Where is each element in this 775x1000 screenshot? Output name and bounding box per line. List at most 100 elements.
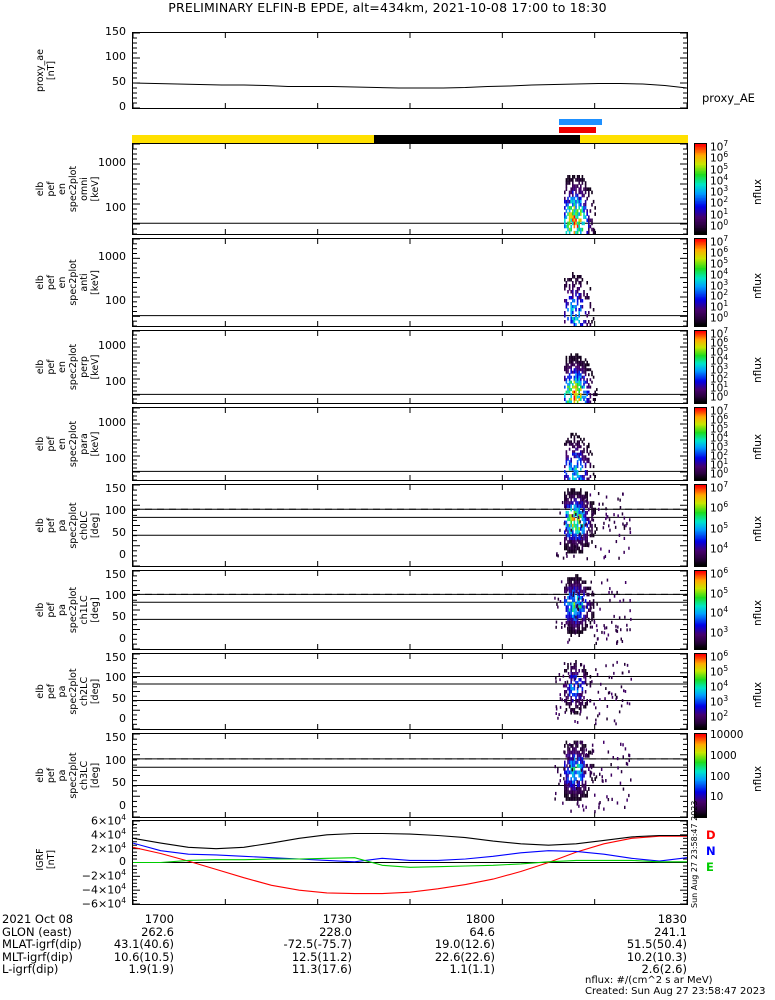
colorbar-tick: 103: [710, 362, 729, 377]
colorbar-tick: 103: [710, 184, 729, 199]
panel-ylabel-part: elb: [35, 359, 46, 375]
colorbar-label: nflux: [752, 599, 764, 626]
spectrogram-panel: [132, 653, 688, 730]
panel-ytick: 100: [105, 753, 126, 767]
panel-ylabel-part: elb: [35, 768, 46, 783]
igrf-ytick: 4×104: [91, 826, 126, 842]
colorbar-tick: 106: [710, 566, 729, 581]
colorbar-tick: 105: [710, 161, 729, 177]
bottom-axis-value: 1.9(1.9): [128, 962, 174, 977]
bottom-axis-value: 1830: [657, 912, 687, 926]
bottom-axis-value: 11.3(17.6): [291, 962, 352, 977]
panel-ylabel-part: elb: [35, 436, 46, 452]
proxy-ae-ytick: 0: [119, 100, 126, 113]
event-marker-bar: [559, 119, 602, 125]
colorbar-tick: 10000: [710, 729, 744, 741]
panel-ylabel-part: pef: [46, 767, 57, 784]
spectrogram-panel: [132, 330, 688, 404]
colorbar-label: nflux: [752, 765, 764, 792]
bottom-axis-table: 2021 Oct 08 1700 1730 1800 1830 GLON (east) 26…: [2, 913, 775, 976]
panel-ytick: 50: [112, 691, 126, 705]
bottom-axis-value: 262.6: [141, 924, 174, 939]
bottom-axis-row: GLON (east) 262.6 228.0 64.6 241.1: [2, 924, 775, 939]
panel-ylabel-part: spec2plot: [68, 502, 79, 549]
colorbar-tick: 1000: [710, 749, 737, 762]
panel-ylabel-part: [deg]: [90, 597, 101, 623]
panel-ytick: 150: [105, 567, 126, 581]
spectrogram-panel: [132, 570, 688, 650]
colorbar-tick: 104: [710, 430, 729, 445]
panel-ylabel-part: en: [57, 438, 68, 450]
colorbar-tick: 103: [710, 624, 729, 640]
colorbar-label: nflux: [752, 433, 764, 460]
panel-ytick: 1000: [98, 155, 126, 169]
panel-ylabel-part: pef: [46, 181, 57, 197]
panel-ytick: 100: [105, 200, 126, 214]
proxy-ae-plot-area: [132, 32, 688, 109]
panel-ytick: 100: [105, 293, 126, 307]
bottom-axis-value: 1.1(1.1): [449, 962, 495, 977]
bottom-axis-value: 228.0: [319, 924, 352, 939]
panel-ylabel-part: ch0LC: [79, 510, 90, 541]
panel-ytick: 100: [105, 451, 126, 465]
bottom-axis-row-label: L-igrf(dip): [2, 962, 59, 977]
colorbar-tick: 106: [710, 649, 729, 664]
colorbar-tick: 104: [710, 266, 729, 282]
panel-ytick: 50: [112, 526, 126, 540]
orbit-status-bar-umbra: [373, 135, 580, 144]
colorbar-tick: 106: [710, 412, 729, 427]
panel-ylabel-part: en: [57, 183, 68, 195]
panel-ylabel-part: pef: [46, 359, 57, 375]
bottom-axis-value: 1730: [322, 912, 352, 926]
bottom-axis-value: 51.5(50.4): [626, 937, 687, 952]
bottom-axis-value: 43.1(40.6): [113, 937, 174, 952]
panel-ylabel-part: pef: [46, 436, 57, 452]
panel-ylabel-part: para: [79, 433, 90, 455]
colorbar-tick: 104: [710, 353, 729, 368]
colorbar-tick: 100: [710, 466, 729, 481]
panel-ylabel-part: ch3LC: [79, 760, 90, 791]
igrf-timestamp: Sun Aug 27 23:58:47 2023: [690, 800, 699, 908]
panel-ylabel-part: omni: [79, 177, 90, 201]
colorbar-tick: 105: [710, 520, 729, 536]
colorbar-tick: 102: [710, 448, 729, 463]
panel-ylabel-part: [keV]: [90, 270, 101, 295]
colorbar-tick: 102: [710, 195, 729, 210]
panel-ylabel-part: pa: [57, 519, 68, 532]
spectrogram-panel: [132, 238, 688, 327]
panel-ytick: 0: [119, 548, 126, 562]
igrf-legend-d: D: [706, 828, 716, 842]
colorbar-tick: 104: [710, 540, 729, 556]
panel-ylabel-part: [deg]: [90, 678, 101, 705]
colorbar-tick: 100: [710, 770, 731, 783]
panel-ylabel-part: [deg]: [90, 762, 101, 789]
igrf-ytick: −2×104: [81, 868, 126, 883]
panel-ylabel-part: spec2plot: [68, 259, 79, 306]
colorbar-tick: 102: [710, 709, 729, 724]
igrf-ytick: 0: [119, 854, 126, 868]
colorbar-tick: 102: [710, 371, 729, 386]
colorbar-label: nflux: [752, 178, 764, 205]
colorbar-tick: 100: [710, 217, 729, 233]
panel-ylabel-part: perp: [79, 356, 90, 378]
panel-ylabel-part: ch2LC: [79, 676, 90, 707]
panel-ylabel-part: [nT]: [46, 60, 57, 81]
colorbar-label: nflux: [752, 356, 764, 383]
panel-ytick: 100: [105, 589, 126, 602]
colorbar-tick: 105: [710, 255, 729, 271]
colorbar-tick: 106: [710, 244, 729, 260]
panel-ytick: 0: [119, 631, 126, 645]
panel-ylabel-part: pef: [46, 602, 57, 618]
bottom-axis-value: 22.6(22.6): [434, 949, 495, 964]
panel-ytick: 100: [105, 504, 126, 517]
footer-notes: nflux: #/(cm^2 s ar MeV) Created: Sun Au…: [585, 975, 765, 997]
colorbar: [694, 238, 707, 327]
colorbar-tick: 100: [710, 389, 729, 404]
colorbar-tick: 105: [710, 344, 729, 359]
colorbar-label: nflux: [752, 272, 764, 299]
panel-ylabel-part: spec2plot: [68, 668, 79, 715]
igrf-ytick: −6×104: [81, 896, 126, 911]
colorbar-label: nflux: [752, 681, 764, 708]
bottom-axis-value: 2.6(2.6): [641, 962, 687, 977]
colorbar-label: nflux: [752, 515, 764, 542]
